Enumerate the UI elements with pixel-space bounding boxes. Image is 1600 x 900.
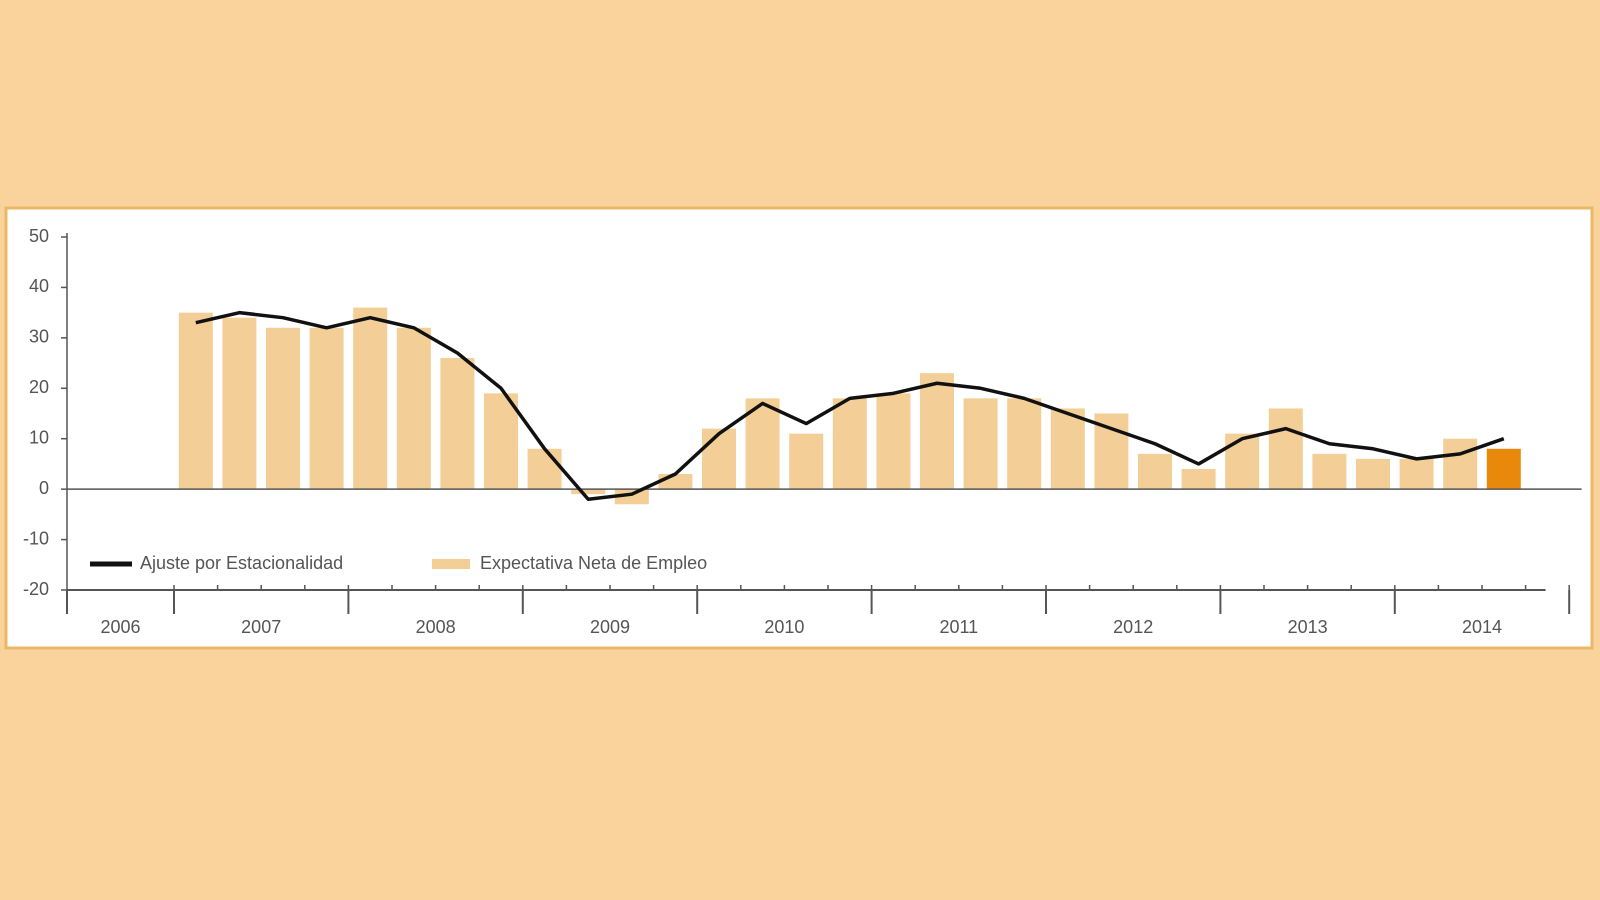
- bar: [222, 317, 257, 490]
- y-tick-label: 0: [39, 478, 49, 498]
- y-tick-label: 40: [29, 276, 49, 296]
- x-tick-label: 2010: [764, 617, 804, 637]
- x-tick-label: 2014: [1462, 617, 1502, 637]
- bar: [571, 489, 606, 495]
- bar: [701, 428, 737, 490]
- y-tick-label: -20: [23, 579, 49, 599]
- bar: [789, 433, 824, 490]
- bar: [1007, 398, 1042, 490]
- bar: [1225, 433, 1260, 490]
- bar: [876, 393, 911, 490]
- x-tick-label: 2013: [1288, 617, 1328, 637]
- legend-label: Ajuste por Estacionalidad: [140, 553, 343, 573]
- bar: [1181, 468, 1216, 490]
- bar: [963, 398, 998, 490]
- bar: [1399, 458, 1434, 490]
- bar: [658, 474, 693, 490]
- bar: [396, 327, 431, 490]
- legend-label: Expectativa Neta de Empleo: [480, 553, 707, 573]
- bar: [1137, 453, 1173, 490]
- bar: [178, 312, 213, 490]
- bar: [483, 393, 519, 490]
- bar: [1312, 453, 1347, 490]
- bar: [265, 327, 301, 490]
- x-tick-label: 2012: [1113, 617, 1153, 637]
- bar: [1443, 438, 1478, 490]
- x-tick-label: 2011: [939, 617, 978, 637]
- bar: [440, 358, 475, 490]
- bar: [309, 327, 344, 490]
- bar: [745, 398, 780, 490]
- bar: [353, 307, 388, 490]
- bar: [1050, 408, 1085, 490]
- x-tick-label: 2009: [590, 617, 630, 637]
- x-tick-label: 2008: [416, 617, 456, 637]
- bar: [1486, 448, 1521, 490]
- legend-swatch: [432, 559, 470, 569]
- bar: [832, 398, 867, 490]
- y-tick-label: 10: [29, 427, 49, 447]
- y-tick-label: 50: [29, 226, 49, 246]
- y-tick-label: 30: [29, 327, 49, 347]
- x-tick-label: 2006: [100, 617, 140, 637]
- x-tick-label: 2007: [241, 617, 281, 637]
- bar: [919, 373, 955, 490]
- bar: [614, 489, 649, 505]
- bar: [1355, 458, 1391, 490]
- bar: [527, 448, 562, 490]
- y-tick-label: -10: [23, 528, 49, 548]
- bar: [1268, 408, 1303, 490]
- line: [195, 310, 1505, 501]
- y-tick-label: 20: [29, 377, 49, 397]
